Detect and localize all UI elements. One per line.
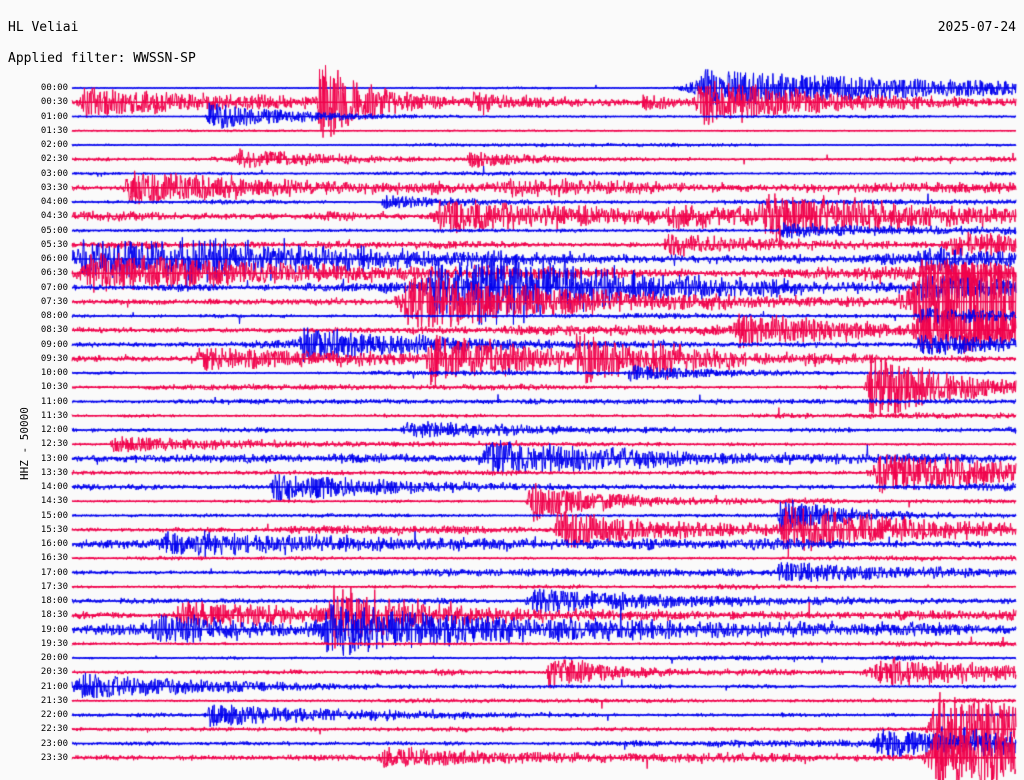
seismogram-traces	[0, 0, 1024, 780]
helicorder-page: HL Veliai 2025-07-24 Applied filter: WWS…	[0, 0, 1024, 780]
